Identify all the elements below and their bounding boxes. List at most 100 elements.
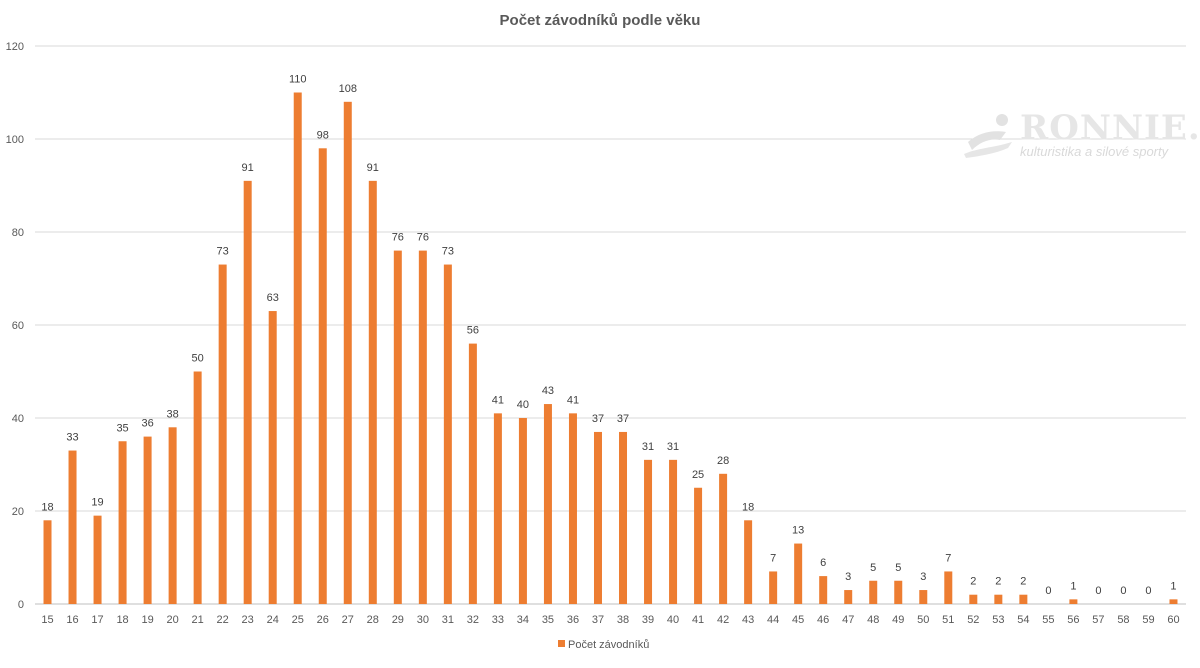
bar xyxy=(669,459,678,604)
gridlines xyxy=(35,45,1186,605)
x-tick-label: 41 xyxy=(692,614,704,626)
data-label: 7 xyxy=(770,552,776,564)
bar xyxy=(794,543,803,604)
y-tick-label: 0 xyxy=(18,599,24,611)
bar xyxy=(969,594,978,604)
data-label: 7 xyxy=(945,552,951,564)
bar xyxy=(218,264,227,604)
x-tick-label: 36 xyxy=(567,614,579,626)
data-label: 18 xyxy=(742,501,754,513)
bar xyxy=(418,250,427,604)
bar xyxy=(919,590,928,604)
x-tick-label: 32 xyxy=(467,614,479,626)
x-tick-label: 21 xyxy=(192,614,204,626)
x-axis-ticks: 15 16 17 18 19 20 21 22 23 24 25 26 27 28 29 30 31 32 33 34… xyxy=(41,614,1179,626)
data-label: 0 xyxy=(1045,585,1051,597)
x-tick-label: 16 xyxy=(66,614,78,626)
data-label: 38 xyxy=(166,408,178,420)
data-label: 2 xyxy=(995,576,1001,588)
y-tick-label: 60 xyxy=(12,320,24,332)
data-label: 41 xyxy=(567,394,579,406)
data-label: 0 xyxy=(1145,585,1151,597)
data-label: 91 xyxy=(242,162,254,174)
x-tick-label: 39 xyxy=(642,614,654,626)
x-tick-label: 37 xyxy=(592,614,604,626)
x-tick-label: 57 xyxy=(1092,614,1104,626)
x-tick-label: 38 xyxy=(617,614,629,626)
bar xyxy=(443,264,452,604)
x-tick-label: 51 xyxy=(942,614,954,626)
bar xyxy=(543,404,552,604)
x-tick-label: 47 xyxy=(842,614,854,626)
bar xyxy=(994,594,1003,604)
bar xyxy=(593,431,602,604)
data-label: 1 xyxy=(1070,580,1076,592)
bar xyxy=(819,576,828,604)
bar xyxy=(93,515,102,604)
x-tick-label: 27 xyxy=(342,614,354,626)
x-tick-label: 22 xyxy=(217,614,229,626)
data-label: 5 xyxy=(895,562,901,574)
bar xyxy=(744,520,753,604)
bar xyxy=(694,487,703,604)
x-tick-label: 60 xyxy=(1167,614,1179,626)
runner-icon xyxy=(964,114,1012,158)
x-tick-label: 19 xyxy=(141,614,153,626)
data-label: 2 xyxy=(970,576,976,588)
data-label: 73 xyxy=(442,246,454,258)
bar xyxy=(318,148,327,605)
data-label: 33 xyxy=(66,432,78,444)
x-tick-label: 26 xyxy=(317,614,329,626)
x-tick-label: 35 xyxy=(542,614,554,626)
data-label: 50 xyxy=(192,353,204,365)
bar xyxy=(143,436,152,604)
bar xyxy=(393,250,402,604)
data-label: 2 xyxy=(1020,576,1026,588)
data-label: 91 xyxy=(367,162,379,174)
bar xyxy=(1019,594,1028,604)
data-label: 37 xyxy=(617,413,629,425)
bar xyxy=(68,450,77,604)
data-label: 36 xyxy=(141,418,153,430)
x-tick-label: 59 xyxy=(1142,614,1154,626)
bar xyxy=(844,590,853,604)
x-tick-label: 58 xyxy=(1117,614,1129,626)
x-tick-label: 56 xyxy=(1067,614,1079,626)
x-tick-label: 55 xyxy=(1042,614,1054,626)
x-tick-label: 44 xyxy=(767,614,779,626)
bar xyxy=(493,413,502,604)
data-label: 76 xyxy=(392,232,404,244)
bar xyxy=(368,180,377,604)
data-label: 98 xyxy=(317,129,329,141)
data-label: 73 xyxy=(217,246,229,258)
data-label: 18 xyxy=(41,501,53,513)
x-tick-label: 23 xyxy=(242,614,254,626)
bar xyxy=(719,473,728,604)
chart-title: Počet závodníků podle věku xyxy=(500,12,701,29)
bar xyxy=(869,580,878,604)
watermark-brand: RONNIE.cz xyxy=(1020,108,1200,148)
x-tick-label: 43 xyxy=(742,614,754,626)
bar xyxy=(1169,599,1178,604)
watermark-tagline: kulturistika a silové sporty xyxy=(1020,144,1169,159)
x-tick-label: 17 xyxy=(91,614,103,626)
data-label: 3 xyxy=(845,571,851,583)
y-tick-label: 100 xyxy=(6,134,24,146)
bar xyxy=(1069,599,1078,604)
data-label: 31 xyxy=(667,441,679,453)
data-label: 56 xyxy=(467,325,479,337)
y-tick-label: 20 xyxy=(12,506,24,518)
bar xyxy=(769,571,778,604)
bar xyxy=(343,101,352,605)
data-label: 43 xyxy=(542,385,554,397)
bar xyxy=(894,580,903,604)
x-tick-label: 45 xyxy=(792,614,804,626)
x-tick-label: 33 xyxy=(492,614,504,626)
x-tick-label: 53 xyxy=(992,614,1004,626)
bar xyxy=(644,459,653,604)
bar xyxy=(468,343,477,604)
x-tick-label: 54 xyxy=(1017,614,1029,626)
data-label: 28 xyxy=(717,455,729,467)
